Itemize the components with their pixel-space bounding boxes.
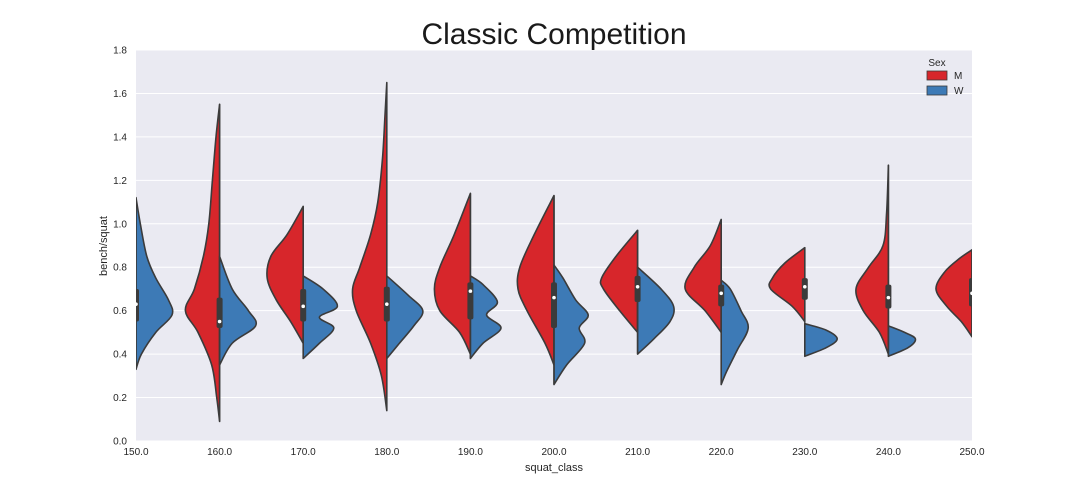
legend: Sex M W: [926, 58, 964, 97]
median-dot: [136, 302, 138, 306]
legend-label-m: M: [954, 71, 962, 82]
violin-w: [136, 196, 174, 371]
legend-swatch-m: [926, 70, 948, 81]
y-tick-label: 1.6: [113, 89, 127, 100]
x-tick-label: 190.0: [458, 447, 483, 458]
median-dot: [301, 304, 306, 309]
violin-m: [266, 205, 304, 345]
legend-title: Sex: [928, 58, 945, 69]
violin-w: [553, 264, 589, 386]
median-dot: [468, 289, 473, 293]
iqr-box: [634, 275, 641, 302]
y-tick-label: 1.0: [113, 219, 127, 230]
x-tick-label: 170.0: [291, 447, 316, 458]
violin-w: [804, 322, 838, 358]
median-dot: [886, 295, 891, 300]
violin-m: [184, 103, 221, 423]
median-dot: [970, 291, 972, 296]
violin-m: [351, 81, 388, 412]
median-dot: [217, 319, 222, 324]
x-tick-label: 160.0: [207, 447, 232, 458]
iqr-box: [801, 278, 808, 300]
median-dot: [385, 302, 389, 306]
y-tick-label: 0.0: [113, 437, 127, 448]
violin-m: [684, 218, 722, 334]
median-dot: [552, 295, 556, 300]
violin-w: [218, 255, 258, 366]
x-tick-label: 200.0: [541, 447, 566, 458]
violin-m: [599, 229, 639, 334]
violin-m: [855, 164, 890, 355]
y-tick-label: 1.2: [113, 176, 127, 187]
iqr-box: [551, 282, 557, 329]
y-tick-label: 0.6: [113, 306, 127, 317]
violin-w: [636, 266, 675, 355]
iqr-box: [467, 282, 474, 320]
violin-w: [386, 275, 424, 360]
y-tick-label: 1.8: [113, 46, 127, 57]
y-axis-title: bench/squat: [98, 216, 110, 276]
violin-m: [516, 194, 555, 366]
x-axis-title: squat_class: [525, 462, 584, 474]
violin-layer: [136, 81, 972, 423]
iqr-box: [718, 284, 725, 307]
x-tick-label: 210.0: [625, 447, 650, 458]
iqr-box: [136, 288, 139, 322]
x-tick-label: 150.0: [123, 447, 148, 458]
violin-m: [433, 192, 472, 355]
y-tick-label: 1.4: [113, 132, 127, 143]
violin-m: [768, 246, 806, 323]
median-dot: [635, 284, 640, 289]
violin-w: [469, 275, 502, 360]
x-tick-label: 180.0: [374, 447, 399, 458]
x-tick-labels: 150.0 160.0 170.0 180.0 190.0 200.0 210.0 220.0…: [123, 447, 984, 458]
median-dot: [719, 291, 723, 296]
y-tick-label: 0.2: [113, 393, 127, 404]
iqr-box: [969, 278, 972, 307]
median-dot: [803, 284, 807, 289]
x-tick-label: 250.0: [959, 447, 984, 458]
y-tick-labels: 0.0 0.2 0.4 0.6 0.8 1.0 1.2 1.4 1.6 1.8: [113, 46, 127, 448]
violin-w: [887, 325, 917, 358]
y-tick-label: 0.8: [113, 263, 127, 274]
y-tick-label: 0.4: [113, 350, 127, 361]
chart-title: Classic Competition: [421, 18, 686, 51]
legend-label-w: W: [954, 86, 964, 97]
violin-m: [935, 249, 972, 338]
x-tick-label: 220.0: [709, 447, 734, 458]
iqr-box: [216, 297, 223, 329]
legend-swatch-w: [926, 85, 948, 96]
x-tick-label: 230.0: [792, 447, 817, 458]
violin-w: [302, 275, 339, 360]
violin-w: [720, 279, 750, 386]
violin-group: [136, 81, 972, 423]
x-tick-label: 240.0: [876, 447, 901, 458]
